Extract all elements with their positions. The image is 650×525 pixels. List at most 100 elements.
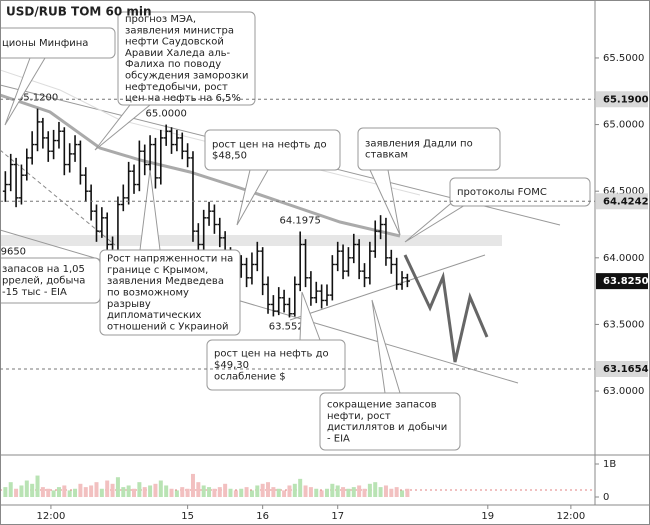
volume-bar (67, 490, 72, 498)
volume-bar (78, 483, 83, 498)
volume-bar (249, 490, 254, 498)
callout-text: Аравии Халеда аль- (125, 48, 231, 59)
volume-bar (389, 488, 394, 498)
y-tick-label: 65.0000 (603, 120, 644, 131)
callout-text: протоколы FOMC (457, 187, 547, 198)
volume-bar (233, 490, 238, 498)
callout-text: ррелей, добыча (2, 276, 85, 287)
callout-box (206, 339, 346, 391)
volume-bar (169, 488, 174, 498)
x-tick-label: 15 (181, 511, 194, 522)
callout-text: -15 тыс - EIA (2, 287, 67, 298)
volume-bar (223, 483, 228, 498)
callout-text: ционы Минфина (2, 38, 88, 49)
level-box (596, 273, 648, 290)
volume-bar (14, 488, 19, 498)
callout-box (449, 177, 591, 207)
volume-bar (373, 482, 378, 498)
volume-bar (378, 487, 383, 498)
y-tick-label: 63.0000 (603, 386, 644, 397)
y-tick-label: 64.0000 (603, 253, 644, 264)
volume-bar (24, 480, 29, 498)
volume-bar (56, 487, 61, 498)
zone-band (0, 235, 502, 246)
callout-box (204, 129, 341, 171)
volume-bar (367, 483, 372, 498)
callout-text: нефтедобычи, рост (125, 82, 228, 93)
level-label: 63.8250 (603, 276, 649, 287)
volume-bar (164, 485, 169, 498)
level-box (596, 361, 648, 378)
level-box (596, 193, 648, 210)
x-tick-label: 16 (256, 511, 269, 522)
callout-box (319, 392, 461, 451)
level-label: 64.4242 (603, 196, 649, 207)
volume-bar (201, 485, 206, 498)
callout-text: дипломатических (107, 310, 202, 321)
volume-tick-label: 1B (603, 459, 616, 470)
volume-bar (319, 490, 324, 498)
volume-bar (158, 480, 163, 498)
callout-text: рост цен на нефть до (214, 349, 329, 360)
callout-tails (4, 57, 467, 394)
volume-bar (330, 483, 335, 498)
price-label: 63.5525 (269, 321, 310, 332)
volume-bar (324, 488, 329, 498)
volume-bar (212, 488, 217, 498)
volume-bar (405, 488, 410, 498)
callout-text: рост цен на нефть до (212, 139, 327, 150)
callout-text: нефти Саудовской (125, 37, 224, 48)
volume-bar (185, 488, 190, 498)
volume-bar (180, 487, 185, 498)
trend-line (0, 229, 519, 384)
callout-text: нефти, рост (327, 411, 391, 422)
moving-average (0, 93, 401, 238)
volume-bar (308, 487, 313, 498)
callout-box (99, 249, 241, 336)
volume-bar (94, 482, 99, 498)
volume-bar (174, 490, 179, 498)
y-tick-label: 63.5000 (603, 319, 644, 330)
volume-bar (19, 485, 24, 498)
callout-text: по возможному (107, 288, 189, 299)
callout-box (117, 11, 256, 106)
volume-bar (110, 483, 115, 498)
volume-bar (190, 473, 195, 498)
volume-bar (153, 483, 158, 498)
callout-text: дистиллятов и добычи (327, 422, 447, 433)
y-tick-label: 64.5000 (603, 186, 644, 197)
volume-bar (303, 485, 308, 498)
callout-text: ослабление $ (214, 371, 286, 382)
price-label: 65.0000 (145, 109, 186, 120)
volume-bar (105, 480, 110, 498)
callout-box (357, 127, 501, 171)
x-tick-label: 17 (331, 511, 344, 522)
volume-bar (73, 488, 78, 498)
callout-text: разрыву (107, 299, 151, 310)
volume-bar (207, 487, 212, 498)
volume-bar (271, 487, 276, 498)
volume-bar (244, 487, 249, 498)
forecast-path (403, 254, 489, 363)
volume-bar (132, 488, 137, 498)
callout-text: сокращение запасов (327, 400, 437, 411)
callout-text: - EIA (327, 433, 350, 444)
volume-bar (3, 487, 8, 498)
volume-bar (362, 488, 367, 498)
level-box (596, 91, 648, 108)
volume-bar (196, 482, 201, 498)
callout-text: прогноз МЭА, (125, 14, 196, 25)
callout-text: заявления Дадли по (365, 138, 473, 149)
volume-bar (142, 487, 147, 498)
annotations: ционы Минфина прогноз МЭА,заявления минис… (0, 11, 591, 451)
callout-text: ставкам (365, 150, 408, 161)
volume-bar (115, 477, 120, 498)
volume-bar (121, 487, 126, 498)
price-label: 63.9650 (0, 246, 26, 257)
volume-bar (357, 485, 362, 498)
volume-bar (287, 485, 292, 498)
callout-text: заявления министра (125, 25, 234, 36)
level-label: 63.1654 (603, 364, 649, 375)
volume-bar (51, 490, 56, 498)
volume-bar (126, 485, 131, 498)
